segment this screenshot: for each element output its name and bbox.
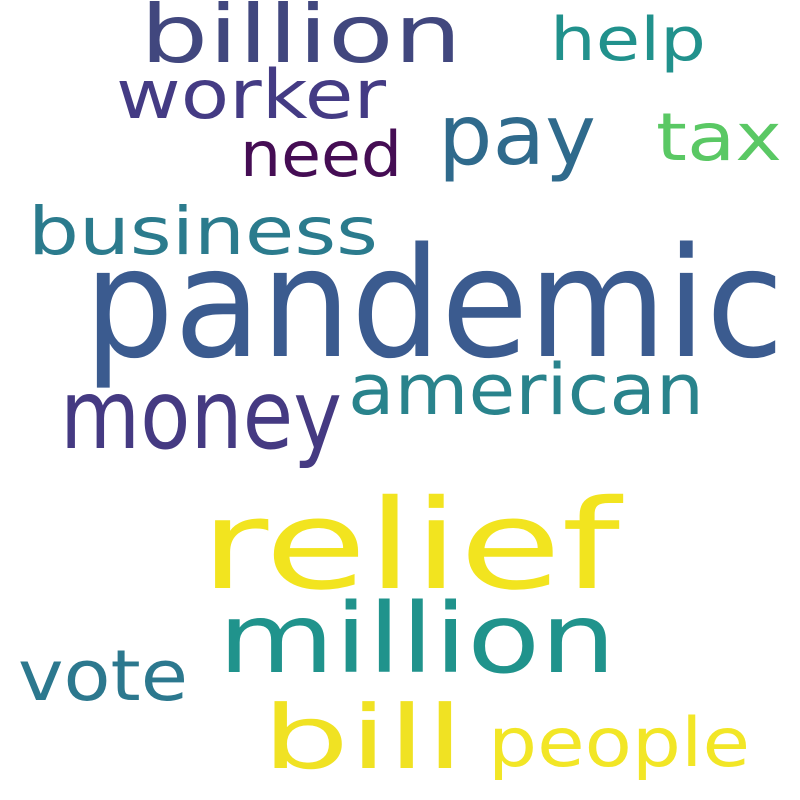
word-bill: bill xyxy=(262,686,464,789)
word-help: help xyxy=(550,5,706,75)
word-million: million xyxy=(218,583,616,695)
word-need: need xyxy=(240,118,402,191)
word-american: american xyxy=(348,349,704,431)
word-business: business xyxy=(28,193,378,270)
word-billion: billion xyxy=(140,0,462,81)
word-tax: tax xyxy=(656,99,782,176)
word-relief: relief xyxy=(200,474,624,618)
word-worker: worker xyxy=(116,56,386,135)
word-money: money xyxy=(60,359,342,471)
word-vote: vote xyxy=(18,635,188,717)
word-people: people xyxy=(488,704,750,783)
word-pay: pay xyxy=(438,86,596,184)
word-pandemic: pandemic xyxy=(84,215,784,392)
